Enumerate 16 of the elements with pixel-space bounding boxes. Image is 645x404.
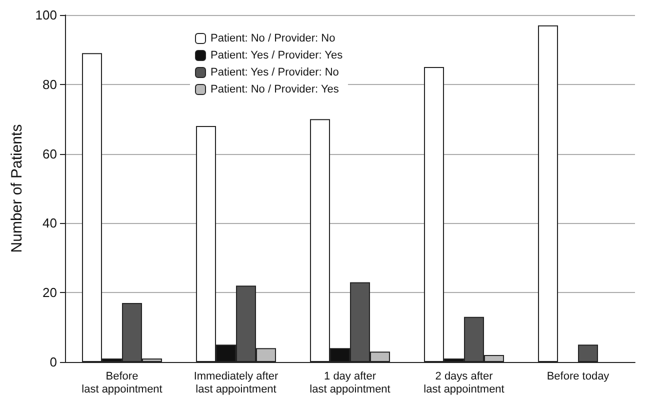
legend-label: Patient: No / Provider: No (210, 32, 336, 44)
x-tick-label: 1 day after last appointment (310, 370, 390, 396)
y-axis-title: Number of Patients (8, 124, 26, 253)
y-tick-label: 40 (42, 216, 57, 231)
legend-label: Patient: Yes / Provider: Yes (210, 50, 344, 62)
y-tick-label: 80 (42, 76, 57, 92)
x-tick-label: Before today (546, 370, 610, 382)
x-tick-label: 2 days after last appointment (424, 370, 504, 396)
x-tick-label: Before last appointment (82, 370, 162, 396)
y-tick-label: 60 (42, 146, 57, 162)
y-tick-label: 0 (50, 354, 57, 370)
y-tick-label: 100 (35, 8, 57, 22)
legend-label: Patient: No / Provider: Yes (210, 84, 340, 96)
legend-label: Patient: Yes / Provider: No (210, 66, 339, 78)
x-tick-label: Immediately after last appointment (194, 370, 279, 396)
y-tick-label: 20 (42, 285, 57, 300)
